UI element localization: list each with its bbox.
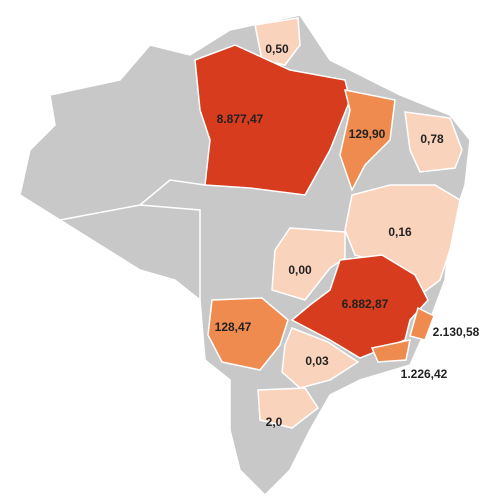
region <box>409 306 435 341</box>
region <box>194 44 351 196</box>
region <box>344 184 461 296</box>
region <box>281 327 360 389</box>
region <box>339 89 396 192</box>
region-label: 0,50 <box>265 42 289 56</box>
region <box>271 227 346 301</box>
region-label: 8.877,47 <box>217 112 264 126</box>
region <box>207 297 289 371</box>
region-label: 2,0 <box>266 415 283 429</box>
region-label: 0,00 <box>288 263 312 277</box>
region-label: 128,47 <box>215 320 252 334</box>
region-label: 0,78 <box>420 132 444 146</box>
region <box>257 387 320 429</box>
region-label: 129,90 <box>349 127 386 141</box>
region <box>254 17 301 66</box>
region <box>370 339 411 363</box>
region-label: 1.226,42 <box>401 367 448 381</box>
region-label: 0,16 <box>388 225 412 239</box>
region-label: 0,03 <box>305 354 329 368</box>
state-border <box>59 179 206 300</box>
region <box>404 111 463 173</box>
region-label: 2.130,58 <box>433 325 480 339</box>
region-label: 6.882,87 <box>342 297 389 311</box>
